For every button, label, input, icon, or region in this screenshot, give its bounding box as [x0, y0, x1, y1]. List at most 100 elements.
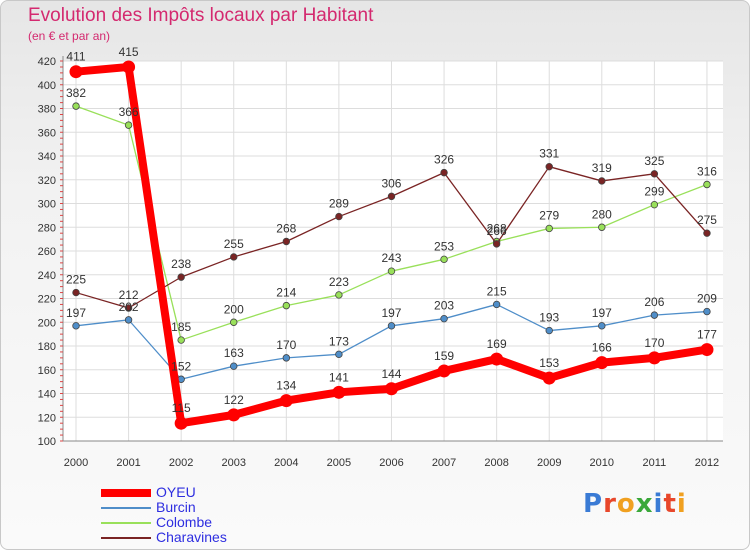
data-label-colombe: 253 — [434, 239, 454, 253]
data-label-charavines: 255 — [224, 237, 244, 251]
data-label-charavines: 289 — [329, 197, 349, 211]
y-tick-label: 220 — [38, 294, 56, 306]
data-label-oyeu: 177 — [697, 328, 717, 342]
data-point-burcin — [545, 326, 553, 335]
data-point-burcin — [440, 314, 448, 323]
data-label-burcin: 152 — [171, 359, 191, 373]
data-point-colombe — [72, 102, 80, 110]
y-tick-label: 160 — [38, 365, 56, 377]
data-point-colombe — [440, 255, 448, 264]
x-tick-label: 2000 — [64, 457, 88, 469]
x-tick-label: 2006 — [379, 457, 403, 469]
data-label-burcin: 215 — [487, 284, 507, 298]
data-point-charavines — [177, 273, 185, 281]
data-point-oyeu — [595, 356, 609, 370]
data-point-charavines — [492, 240, 501, 248]
proxiti-logo: Proxiti — [583, 489, 687, 519]
data-point-burcin — [598, 322, 606, 330]
data-label-burcin: 202 — [119, 300, 139, 314]
data-point-burcin — [650, 311, 659, 319]
x-tick-label: 2007 — [432, 457, 456, 469]
data-point-colombe — [387, 267, 396, 275]
data-point-colombe — [230, 318, 238, 326]
data-point-burcin — [703, 307, 711, 316]
data-label-burcin: 197 — [66, 306, 86, 320]
data-point-oyeu — [490, 352, 504, 366]
data-label-colombe: 223 — [329, 275, 349, 289]
data-point-colombe — [177, 336, 185, 344]
data-label-burcin: 209 — [697, 292, 717, 306]
data-label-colombe: 279 — [539, 208, 559, 222]
data-point-oyeu — [122, 60, 136, 74]
data-point-burcin — [492, 300, 501, 309]
data-point-charavines — [440, 168, 448, 177]
y-tick-label: 180 — [38, 341, 56, 353]
y-tick-label: 380 — [38, 104, 56, 116]
y-tick-label: 400 — [38, 80, 56, 92]
data-label-oyeu: 122 — [224, 393, 244, 407]
legend-swatch-colombe — [101, 522, 151, 524]
data-label-oyeu: 159 — [434, 349, 454, 363]
data-label-colombe: 268 — [487, 222, 507, 236]
y-tick-label: 300 — [38, 199, 56, 211]
legend-swatch-burcin — [101, 507, 151, 509]
data-label-charavines: 275 — [697, 213, 717, 227]
data-label-oyeu: 144 — [381, 367, 401, 381]
data-label-oyeu: 170 — [644, 336, 664, 350]
y-tick-label: 360 — [38, 127, 56, 139]
data-point-oyeu — [227, 408, 241, 422]
data-label-burcin: 193 — [539, 311, 559, 325]
data-label-charavines: 238 — [171, 257, 191, 271]
y-tick-label: 100 — [38, 436, 56, 448]
data-point-colombe — [282, 301, 291, 310]
legend-label-colombe: Colombe — [156, 514, 213, 530]
y-tick-label: 140 — [38, 389, 56, 401]
data-label-oyeu: 411 — [66, 50, 85, 64]
data-point-oyeu — [332, 385, 346, 399]
data-point-colombe — [545, 224, 553, 233]
data-label-oyeu: 134 — [276, 379, 296, 393]
data-label-burcin: 173 — [329, 334, 349, 348]
data-point-charavines — [598, 177, 606, 185]
data-label-charavines: 319 — [592, 161, 612, 175]
x-tick-label: 2003 — [221, 457, 245, 469]
data-point-charavines — [282, 237, 291, 246]
legend-label-burcin: Burcin — [156, 499, 196, 515]
x-tick-label: 2001 — [116, 457, 140, 469]
x-tick-label: 2005 — [327, 457, 351, 469]
x-tick-label: 2004 — [274, 457, 298, 469]
data-label-oyeu: 153 — [539, 356, 559, 370]
data-point-burcin — [124, 316, 133, 324]
legend-label-charavines: Charavines — [156, 529, 227, 545]
data-point-charavines — [230, 253, 238, 261]
data-point-oyeu — [437, 364, 451, 378]
data-point-burcin — [335, 350, 343, 359]
data-label-colombe: 382 — [66, 86, 86, 100]
y-tick-label: 280 — [38, 222, 56, 234]
data-point-charavines — [703, 229, 711, 237]
y-tick-label: 320 — [38, 175, 56, 187]
data-label-colombe: 214 — [276, 286, 296, 300]
data-label-charavines: 225 — [66, 273, 86, 287]
data-point-oyeu — [279, 394, 293, 408]
data-point-colombe — [335, 291, 343, 299]
legend-swatch-charavines — [101, 537, 151, 539]
y-tick-label: 260 — [38, 246, 56, 258]
data-label-charavines: 326 — [434, 153, 454, 167]
data-point-oyeu — [700, 343, 714, 357]
data-point-burcin — [282, 354, 291, 362]
data-label-colombe: 280 — [592, 207, 612, 221]
data-point-oyeu — [174, 416, 188, 430]
chart-title: Evolution des Impôts locaux par Habitant — [28, 5, 374, 26]
data-label-colombe: 299 — [644, 185, 664, 199]
data-label-charavines: 268 — [276, 222, 296, 236]
data-label-oyeu: 169 — [487, 337, 507, 351]
data-label-burcin: 206 — [644, 295, 664, 309]
data-point-burcin — [72, 322, 80, 330]
data-label-charavines: 306 — [381, 176, 401, 190]
data-label-charavines: 266 — [487, 224, 507, 238]
legend-swatch-oyeu — [101, 489, 151, 497]
data-label-burcin: 197 — [381, 306, 401, 320]
data-label-charavines: 212 — [119, 288, 139, 302]
